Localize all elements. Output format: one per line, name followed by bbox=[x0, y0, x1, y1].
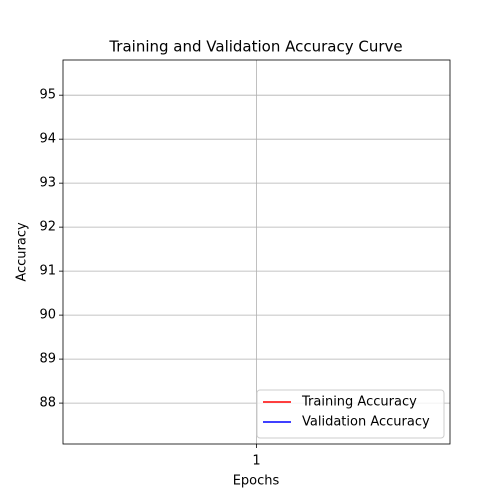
y-tick-label: 94 bbox=[39, 132, 56, 147]
y-tick-label: 95 bbox=[39, 88, 56, 103]
y-tick-label: 89 bbox=[39, 352, 56, 367]
y-axis-label: Accuracy bbox=[15, 222, 30, 282]
chart-title: Training and Validation Accuracy Curve bbox=[108, 38, 402, 56]
y-tick-label: 93 bbox=[39, 176, 56, 191]
y-tick-label: 91 bbox=[39, 264, 56, 279]
y-tick-label: 88 bbox=[39, 396, 56, 411]
legend-box bbox=[256, 389, 445, 439]
plot-frame bbox=[62, 59, 451, 445]
legend-label: Validation Accuracy bbox=[302, 415, 430, 430]
x-tick-label: 1 bbox=[252, 454, 260, 469]
x-axis-label: Epochs bbox=[233, 474, 280, 489]
y-tick-label: 92 bbox=[39, 220, 56, 235]
legend: Training Accuracy Validation Accuracy bbox=[256, 389, 445, 439]
legend-label: Training Accuracy bbox=[301, 395, 417, 410]
y-tick-label: 90 bbox=[39, 308, 56, 323]
